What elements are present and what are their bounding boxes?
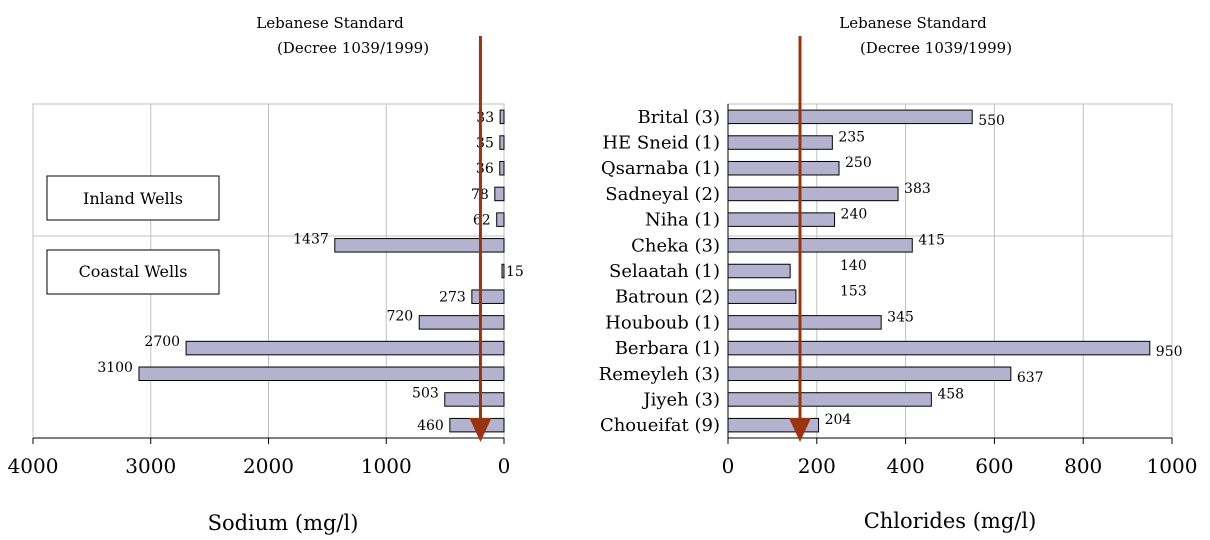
sodium-bar (334, 238, 505, 253)
sodium-bar (499, 135, 505, 150)
sodium-chart: 4000300020001000033353678621437152737202… (8, 103, 524, 478)
right-standard-decree: (Decree 1039/1999) (860, 39, 1012, 57)
chloride-standard-arrow (789, 36, 811, 442)
left-standard-label: Lebanese Standard (256, 14, 404, 32)
chloride-value-label: 950 (1156, 344, 1183, 360)
sodium-value-label: 35 (476, 136, 494, 152)
chloride-bar (727, 238, 913, 253)
right-x-tick-label: 400 (887, 454, 925, 478)
chloride-bar (727, 135, 833, 150)
site-category-label: Remeyleh (3) (599, 364, 720, 385)
right-x-tick-label: 0 (722, 454, 735, 478)
sodium-value-label: 503 (412, 385, 439, 401)
site-category-label: Berbara (1) (615, 338, 720, 359)
sodium-value-label: 720 (386, 308, 413, 324)
chloride-value-label: 458 (937, 386, 964, 402)
sodium-value-label: 1437 (293, 231, 329, 247)
chloride-bar (727, 263, 791, 279)
sodium-bar (499, 160, 505, 176)
right-x-tick-label: 200 (798, 454, 836, 478)
chloride-value-label: 250 (845, 155, 872, 171)
sodium-bar (185, 340, 505, 356)
chloride-value-label: 637 (1017, 370, 1044, 386)
chloride-bar (727, 212, 836, 227)
sodium-bar (444, 392, 505, 407)
chloride-value-label: 345 (887, 309, 914, 325)
sodium-bar (471, 289, 505, 304)
sodium-value-label: 460 (417, 418, 444, 434)
sodium-value-label: 36 (476, 161, 494, 177)
sodium-value-label: 3100 (97, 360, 133, 376)
site-category-label: Jiyeh (3) (641, 389, 720, 410)
sodium-value-label: 2700 (144, 334, 180, 350)
sodium-standard-arrow (469, 36, 492, 442)
chloride-value-label: 550 (978, 113, 1005, 129)
chlorides-chart: 0 200 400 600 800 1000 Brital (3) HE Sneid (1) Q… (599, 103, 1198, 478)
right-x-tick-label: 600 (975, 454, 1013, 478)
chloride-value-label: 153 (840, 284, 867, 300)
left-x-tick-label: 4000 (8, 454, 59, 478)
left-x-tick-label: 2000 (243, 454, 294, 478)
chloride-bar (727, 289, 797, 304)
site-category-label: Batroun (2) (615, 287, 720, 308)
site-category-label: Niha (1) (645, 210, 720, 231)
sodium-bar (496, 212, 505, 227)
sodium-bar (501, 263, 505, 279)
sodium-bar (499, 109, 505, 125)
chloride-value-label: 415 (918, 232, 945, 248)
chloride-standard-arrow-head (789, 418, 811, 442)
inland-wells-box: Inland Wells (46, 175, 220, 221)
sodium-standard-arrow-head (469, 418, 492, 442)
coastal-wells-label: Coastal Wells (79, 262, 188, 281)
site-category-label: Choueifat (9) (600, 415, 720, 436)
left-x-tick-label: 3000 (125, 454, 176, 478)
right-x-tick-label: 800 (1064, 454, 1102, 478)
chloride-bar (727, 109, 973, 125)
right-x-axis-title: Chlorides (mg/l) (864, 509, 1037, 533)
chloride-value-label: 383 (904, 181, 931, 197)
right-x-tick-label: 1000 (1147, 454, 1198, 478)
chloride-bar (727, 392, 932, 407)
site-category-label: HE Sneid (1) (602, 133, 720, 154)
right-standard-label: Lebanese Standard (839, 14, 987, 32)
chloride-bar (727, 315, 882, 330)
chloride-bar (727, 366, 1012, 382)
site-category-label: Cheka (3) (631, 235, 720, 256)
chloride-bar (727, 186, 899, 202)
chloride-value-label: 240 (841, 207, 868, 223)
chloride-value-label: 235 (838, 130, 865, 146)
left-x-tick-label: 0 (498, 454, 511, 478)
sodium-bar (138, 366, 505, 382)
site-category-label: Brital (3) (637, 107, 720, 128)
left-x-axis-title: Sodium (mg/l) (208, 511, 359, 535)
chloride-value-label: 204 (825, 412, 852, 428)
inland-wells-label: Inland Wells (83, 189, 183, 208)
sodium-value-label: 273 (439, 290, 466, 306)
site-category-label: Sadneyal (2) (605, 184, 720, 205)
site-category-label: Qsarnaba (1) (601, 158, 720, 179)
chloride-bar (727, 340, 1151, 356)
left-x-tick-label: 1000 (361, 454, 412, 478)
chloride-bar (727, 160, 840, 176)
sodium-bar (418, 315, 505, 330)
chloride-value-label: 140 (840, 258, 867, 274)
coastal-wells-box: Coastal Wells (46, 249, 220, 295)
site-category-label: Selaatah (1) (609, 261, 720, 282)
left-standard-decree: (Decree 1039/1999) (277, 39, 429, 57)
sodium-bar (494, 186, 505, 202)
sodium-value-label: 15 (506, 264, 524, 280)
site-category-label: Houboub (1) (605, 312, 720, 333)
